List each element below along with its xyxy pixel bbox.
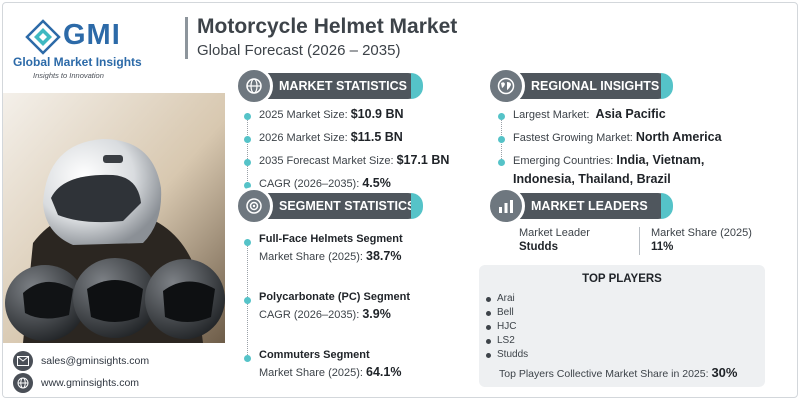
bullet-dot bbox=[244, 297, 251, 304]
globe-money-icon bbox=[235, 67, 273, 105]
regional-insights-title: REGIONAL INSIGHTS bbox=[531, 79, 660, 93]
market-leader-value: Studds bbox=[519, 241, 558, 253]
page-subtitle: Global Forecast (2026 – 2035) bbox=[197, 42, 401, 59]
segment-commuters-value: Market Share (2025): 64.1% bbox=[259, 365, 402, 379]
motorcycle-helmet-illustration bbox=[3, 93, 225, 343]
segment-full-face-value: Market Share (2025): 38.7% bbox=[259, 249, 402, 263]
bullet-connector bbox=[247, 113, 248, 183]
contact-web-row[interactable]: www.gminsights.com bbox=[13, 373, 139, 393]
player-item: LS2 bbox=[486, 335, 515, 346]
pill-accent bbox=[661, 73, 673, 99]
segment-statistics-title: SEGMENT STATISTICS bbox=[279, 199, 416, 213]
player-item: HJC bbox=[485, 321, 517, 332]
market-statistics-header: MARKET STATISTICS bbox=[235, 67, 423, 105]
contact-website[interactable]: www.gminsights.com bbox=[41, 377, 140, 389]
target-gear-icon bbox=[235, 187, 273, 225]
bullet-dot bbox=[244, 355, 251, 362]
pill-accent bbox=[661, 193, 673, 219]
emerging-countries: Emerging Countries: India, Vietnam, bbox=[513, 153, 705, 167]
brand-logo[interactable]: GMI Global Market Insights Insights to I… bbox=[13, 15, 193, 85]
bullet-dot bbox=[244, 182, 251, 189]
helmet-photo bbox=[3, 93, 225, 343]
gmi-logo-mark-icon bbox=[25, 19, 61, 55]
regional-insights-header: REGIONAL INSIGHTS bbox=[487, 67, 673, 105]
bullet-dot bbox=[498, 113, 505, 120]
leader-chart-icon bbox=[487, 187, 525, 225]
contact-email[interactable]: sales@gminsights.com bbox=[41, 355, 150, 367]
contact-info: sales@gminsights.com www.gminsights.com bbox=[3, 343, 225, 397]
segment-full-face-title: Full-Face Helmets Segment bbox=[259, 233, 403, 245]
market-leader-label: Market Leader bbox=[519, 227, 590, 239]
top-players-title: TOP PLAYERS bbox=[582, 273, 662, 285]
segment-polycarbonate-title: Polycarbonate (PC) Segment bbox=[259, 291, 410, 303]
page-title: Motorcycle Helmet Market bbox=[197, 15, 458, 38]
fastest-growing-market: Fastest Growing Market: North America bbox=[513, 130, 722, 144]
logo-wordmark: GMI bbox=[63, 19, 121, 51]
segment-commuters-title: Commuters Segment bbox=[259, 349, 370, 361]
player-item: Studds bbox=[485, 349, 529, 360]
bullet-dot bbox=[498, 136, 505, 143]
left-column: GMI Global Market Insights Insights to I… bbox=[3, 3, 225, 397]
pill-accent bbox=[411, 193, 423, 219]
title-divider bbox=[185, 17, 188, 59]
market-leaders-header: MARKET LEADERS bbox=[487, 187, 673, 225]
player-item: Arai bbox=[486, 293, 515, 304]
market-share-value: 11% bbox=[651, 241, 674, 253]
top-players-box: TOP PLAYERS Arai Bell HJC LS2 Studds Top… bbox=[479, 265, 765, 387]
logo-company-name: Global Market Insights bbox=[13, 55, 142, 69]
envelope-icon bbox=[13, 351, 33, 371]
bullet-dot bbox=[244, 136, 251, 143]
leaders-divider bbox=[639, 227, 640, 255]
bullet-dot bbox=[244, 159, 251, 166]
logo-tagline: Insights to Innovation bbox=[33, 71, 104, 80]
bullet-dot bbox=[498, 159, 505, 166]
globe-icon bbox=[13, 373, 33, 393]
market-share-label: Market Share (2025) bbox=[651, 227, 752, 239]
market-statistics-title: MARKET STATISTICS bbox=[279, 79, 408, 93]
player-item: Bell bbox=[486, 307, 514, 318]
stat-2026-size: 2026 Market Size: $11.5 BN bbox=[259, 130, 403, 144]
bullet-dot bbox=[244, 113, 251, 120]
pill-accent bbox=[411, 73, 423, 99]
stat-cagr: CAGR (2026–2035): 4.5% bbox=[259, 176, 391, 190]
segment-polycarbonate-value: CAGR (2026–2035): 3.9% bbox=[259, 307, 391, 321]
segment-statistics-header: SEGMENT STATISTICS bbox=[235, 187, 423, 225]
largest-market: Largest Market: Asia Pacific bbox=[513, 107, 666, 121]
collective-share: Top Players Collective Market Share in 2… bbox=[499, 365, 738, 380]
market-leaders-title: MARKET LEADERS bbox=[531, 199, 648, 213]
bullet-dot bbox=[244, 239, 251, 246]
emerging-countries-cont: Indonesia, Thailand, Brazil bbox=[513, 172, 671, 186]
contact-email-row[interactable]: sales@gminsights.com bbox=[13, 351, 149, 371]
stat-2035-forecast: 2035 Forecast Market Size: $17.1 BN bbox=[259, 153, 450, 167]
stat-2025-size: 2025 Market Size: $10.9 BN bbox=[259, 107, 404, 121]
world-map-icon bbox=[487, 67, 525, 105]
